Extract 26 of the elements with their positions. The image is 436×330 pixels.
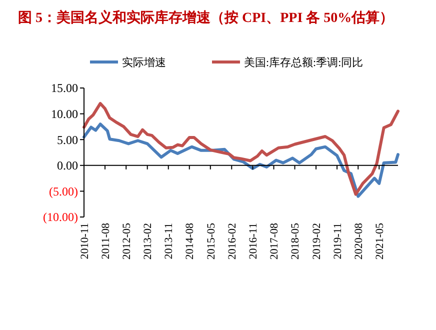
x-tick-label: 2019-11: [332, 223, 344, 260]
x-tick-label: 2013-11: [163, 223, 176, 260]
x-tick-label: 2013-02: [142, 223, 154, 260]
y-tick-label: (10.00): [43, 210, 78, 224]
x-tick-label: 2016-02: [226, 223, 238, 260]
x-tick-label: 2019-02: [310, 223, 323, 260]
legend-label: 美国:库存总额:季调:同比: [244, 56, 364, 69]
x-tick-label: 2018-05: [290, 222, 302, 260]
line-series: [82, 122, 400, 198]
y-tick-label: (5.00): [49, 184, 78, 198]
x-tick-label: 2017-08: [268, 222, 281, 260]
y-tick-label: 5.00: [57, 132, 78, 147]
x-tick-label: 2020-08: [352, 222, 365, 260]
line-series: [82, 102, 400, 196]
y-tick-label: 15.00: [51, 81, 78, 96]
y-tick-label: 0.00: [57, 158, 78, 173]
x-tick-label: 2012-05: [120, 222, 133, 260]
legend-label: 实际增速: [122, 56, 166, 69]
x-tick-label: 2014-08: [184, 222, 196, 260]
x-tick-label: 2015-05: [205, 222, 218, 260]
x-tick-label: 2011-08: [100, 222, 112, 260]
x-tick-label: 2021-05: [374, 222, 386, 260]
y-tick-label: 10.00: [51, 107, 78, 121]
x-tick-label: 2010-11: [78, 223, 91, 260]
x-tick-label: 2016-11: [248, 223, 260, 260]
chart-title: 图 5：美国名义和实际库存增速（按 CPI、PPI 各 50%估算）: [18, 9, 394, 26]
